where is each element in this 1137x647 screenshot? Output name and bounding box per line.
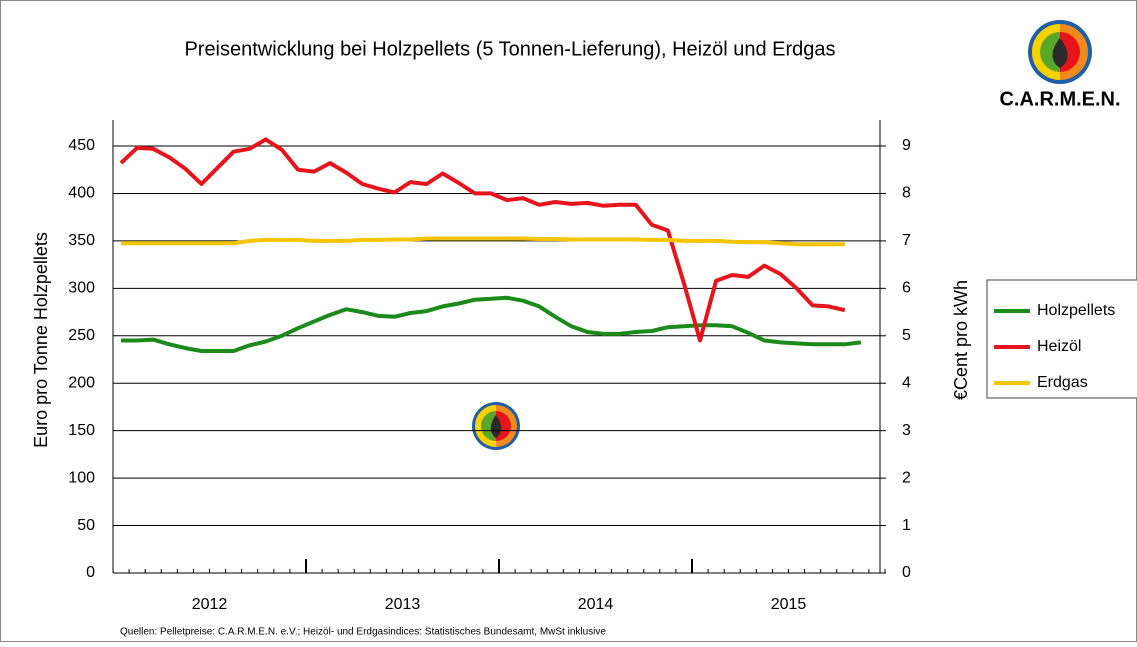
legend-label: Heizöl <box>1037 338 1081 355</box>
line-series <box>121 295 862 353</box>
source-note: Quellen: Pelletpreise: C.A.R.M.E.N. e.V.… <box>120 627 606 638</box>
y-tick-label: 0 <box>86 564 95 581</box>
legend-label: Holzpellets <box>1037 302 1115 319</box>
logo-text: C.A.R.M.E.N. <box>999 88 1120 110</box>
logo <box>1028 20 1092 84</box>
line-series <box>121 236 845 247</box>
y2-tick-label: 2 <box>902 469 911 486</box>
y2-tick-label: 5 <box>902 327 911 344</box>
y-tick-label: 150 <box>68 422 95 439</box>
x-tick-label: 2012 <box>192 596 228 613</box>
y2-tick-label: 1 <box>902 517 911 534</box>
y2-tick-label: 9 <box>902 137 911 154</box>
y2-tick-label: 7 <box>902 232 911 249</box>
y-tick-label: 400 <box>68 185 95 202</box>
y2-tick-label: 6 <box>902 280 911 297</box>
x-tick-label: 2013 <box>385 596 421 613</box>
x-tick-label: 2015 <box>771 596 807 613</box>
legend-label: Erdgas <box>1037 374 1088 391</box>
y2-tick-label: 4 <box>902 374 911 391</box>
y-tick-label: 450 <box>68 137 95 154</box>
y-tick-label: 250 <box>68 327 95 344</box>
y-tick-label: 200 <box>68 374 95 391</box>
x-tick-label: 2014 <box>578 596 614 613</box>
y2-tick-label: 3 <box>902 422 911 439</box>
y-tick-label: 300 <box>68 280 95 297</box>
y2-tick-label: 8 <box>902 185 911 202</box>
chart-title: Preisentwicklung bei Holzpellets (5 Tonn… <box>184 38 835 60</box>
y-tick-label: 50 <box>77 517 95 534</box>
y-axis-title: Euro pro Tonne Holzpellets <box>31 232 51 448</box>
line-series <box>119 137 846 343</box>
y2-axis-title: €Cent pro kWh <box>951 280 971 400</box>
y-tick-label: 100 <box>68 469 95 486</box>
y2-tick-label: 0 <box>902 564 911 581</box>
watermark-logo <box>472 402 520 450</box>
y-tick-label: 350 <box>68 232 95 249</box>
legend-box <box>986 279 1137 399</box>
